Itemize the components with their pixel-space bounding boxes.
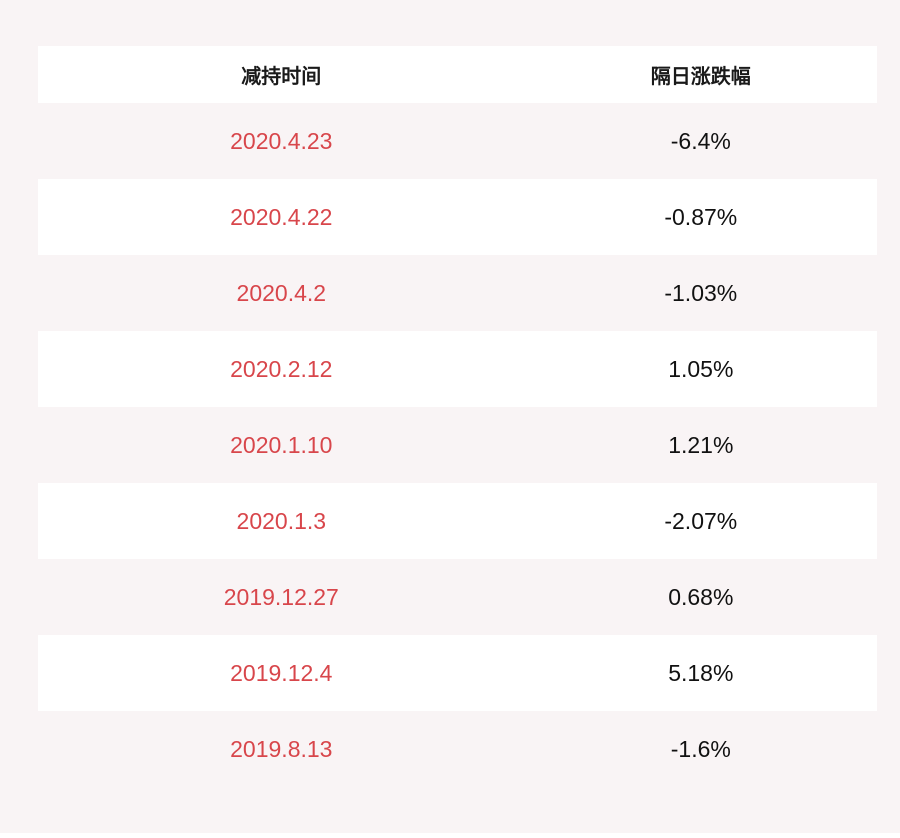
- next-day-change-value: -0.87%: [664, 203, 738, 230]
- table-row: 2019.12.4 5.18%: [38, 635, 877, 711]
- reduction-date-value: 2020.1.3: [236, 507, 327, 534]
- next-day-change-value: -6.4%: [670, 127, 731, 154]
- column-header-next-day-change: 隔日涨跌幅: [650, 66, 751, 88]
- next-day-change-value: 1.21%: [668, 431, 734, 458]
- table-header-row: 减持时间 隔日涨跌幅: [38, 46, 877, 103]
- table-body: 2020.4.23 -6.4% 2020.4.22 -0.87% 2020.4.2 -1.…: [38, 103, 877, 787]
- table-row: 2019.12.27 0.68%: [38, 559, 877, 635]
- next-day-change-value: 0.68%: [668, 583, 734, 610]
- reduction-date-value: 2020.4.22: [230, 203, 333, 230]
- table-row: 2020.4.23 -6.4%: [38, 103, 877, 179]
- next-day-change-value: 1.05%: [668, 355, 734, 382]
- table-row: 2020.1.3 -2.07%: [38, 483, 877, 559]
- table-row: 2019.8.13 -1.6%: [38, 711, 877, 787]
- reduction-date-value: 2020.1.10: [230, 431, 333, 458]
- next-day-change-value: -1.6%: [670, 735, 731, 762]
- next-day-change-value: 5.18%: [668, 659, 734, 686]
- reduction-date-value: 2020.4.23: [230, 127, 333, 154]
- reduction-history-table: 减持时间 隔日涨跌幅 2020.4.23 -6.4% 2020.4.22 -0.87%…: [38, 46, 877, 787]
- next-day-change-value: -1.03%: [664, 279, 738, 306]
- table-row: 2020.1.10 1.21%: [38, 407, 877, 483]
- reduction-date-value: 2019.12.27: [223, 583, 339, 610]
- table-row: 2020.4.2 -1.03%: [38, 255, 877, 331]
- table-row: 2020.4.22 -0.87%: [38, 179, 877, 255]
- reduction-date-value: 2019.8.13: [230, 735, 333, 762]
- reduction-date-value: 2020.2.12: [230, 355, 333, 382]
- column-header-reduction-date: 减持时间: [241, 66, 322, 88]
- next-day-change-value: -2.07%: [664, 507, 738, 534]
- bottom-white-strip: [0, 833, 900, 838]
- reduction-date-value: 2019.12.4: [230, 659, 333, 686]
- reduction-date-value: 2020.4.2: [236, 279, 327, 306]
- table-row: 2020.2.12 1.05%: [38, 331, 877, 407]
